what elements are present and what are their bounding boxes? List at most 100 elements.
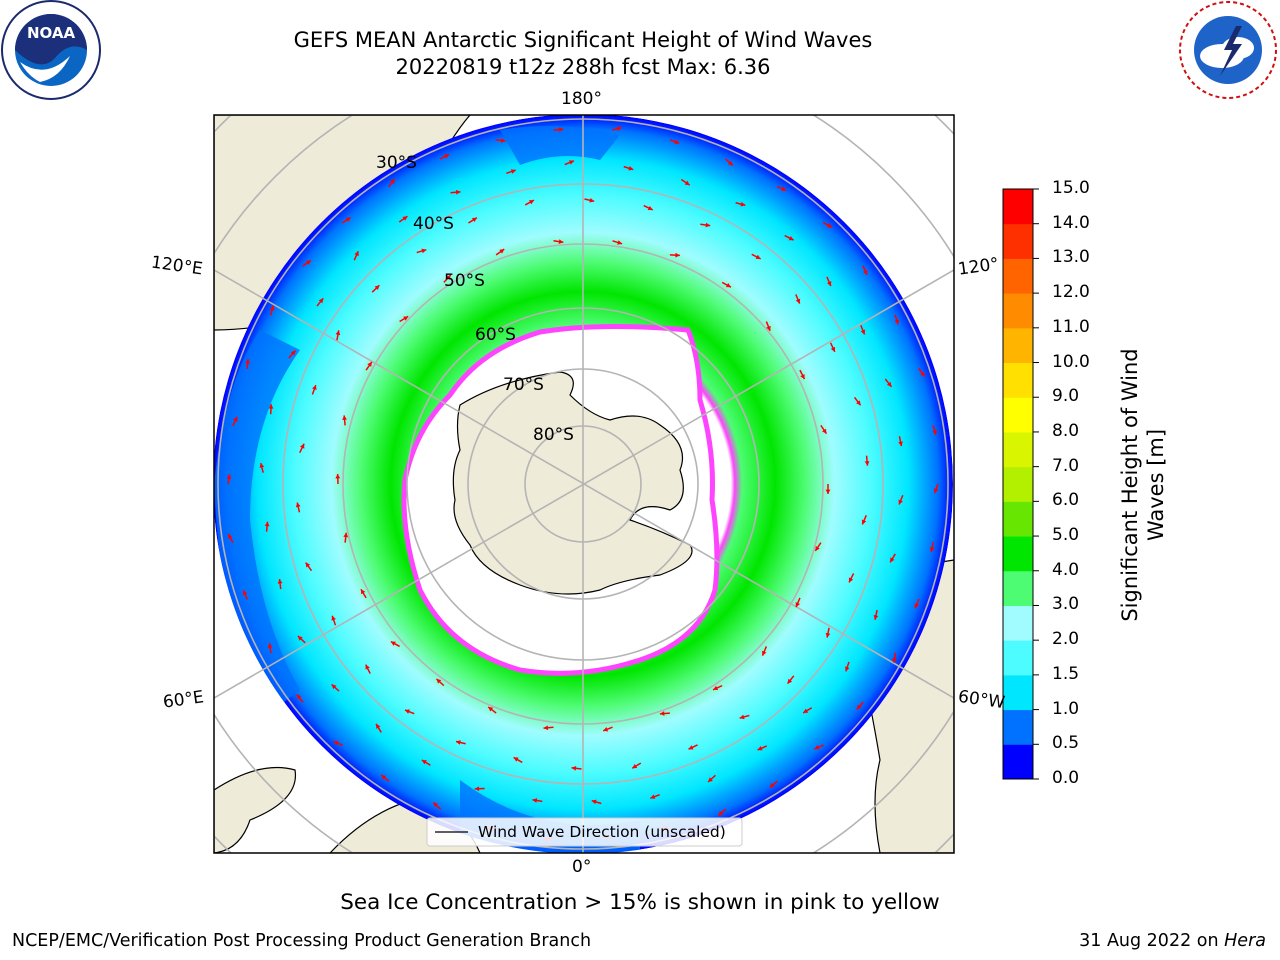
wave-arrow-head — [861, 519, 867, 525]
wave-arrow-head — [920, 371, 925, 377]
wave-arrow-head — [787, 678, 793, 684]
wave-arrow-head — [268, 404, 274, 409]
colorbar-segment — [1003, 189, 1033, 225]
wave-arrow-head — [708, 777, 713, 782]
colorbar-tick-label: 14.0 — [1052, 212, 1090, 233]
colorbar-segment — [1003, 570, 1033, 606]
wave-arrow-head — [365, 664, 370, 670]
graticule — [214, 115, 954, 853]
colorbar-segment — [1003, 536, 1033, 572]
colorbar-segment — [1003, 466, 1033, 502]
wave-arrow-head — [705, 222, 711, 228]
wave-arrow-head — [305, 260, 311, 265]
wave-arrow-head — [488, 706, 494, 712]
colorbar-title: Significant Height of Wind Waves [m] — [1118, 348, 1168, 622]
wave-arrow-head — [647, 205, 653, 211]
colorbar-tick-label: 1.5 — [1052, 663, 1080, 684]
wave-arrow-head — [354, 251, 359, 257]
wave-arrow-head — [421, 760, 427, 765]
wave-arrow-head — [844, 666, 850, 672]
wave-arrow-head — [290, 350, 296, 356]
wave-arrow-head — [628, 165, 634, 171]
wave-arrow-head — [914, 603, 919, 609]
lon-label-bottom: 0° — [572, 857, 592, 877]
nws-logo — [1179, 1, 1277, 99]
wave-arrow-head — [404, 709, 410, 714]
wave-arrow-head — [444, 154, 450, 159]
wave-arrow-head — [757, 746, 763, 751]
colorbar-tick-label: 6.0 — [1052, 490, 1080, 511]
wave-arrow-head — [856, 400, 861, 406]
wave-arrow-head — [499, 249, 505, 254]
wave-arrow-head — [894, 319, 900, 325]
wave-arrow-head — [571, 765, 577, 771]
wave-arrow-head — [740, 201, 746, 207]
colorbar-segment — [1003, 223, 1033, 259]
wave-arrow-head — [826, 281, 832, 287]
wave-arrow-head — [727, 160, 733, 166]
wave-arrow-head — [242, 590, 248, 596]
wave-arrow-head — [713, 685, 719, 691]
wave-arrow-head — [455, 189, 461, 195]
colorbar-segment — [1003, 605, 1033, 641]
chart-title: GEFS MEAN Antarctic Significant Height o… — [293, 28, 873, 52]
legend-label: Wind Wave Direction (unscaled) — [478, 823, 726, 841]
wave-arrow-head — [632, 763, 638, 769]
wave-arrow-head — [333, 740, 339, 746]
wave-arrow-head — [543, 725, 549, 731]
wave-arrow-head — [886, 381, 892, 387]
wave-arrow-head — [766, 325, 771, 331]
wave-arrow-head — [233, 416, 238, 422]
wave-arrow-head — [825, 632, 831, 638]
colorbar-segment — [1003, 674, 1033, 711]
noaa-logo: NOAA — [1, 0, 101, 100]
wave-arrow-head — [800, 374, 805, 380]
wave-arrow-head — [381, 775, 387, 780]
wave-arrow-head — [402, 216, 408, 221]
wave-arrow-head — [421, 248, 427, 254]
wave-arrow-head — [718, 810, 724, 816]
wave-arrow-head — [929, 547, 935, 553]
wave-arrow-head — [898, 499, 903, 505]
map-legend: Wind Wave Direction (unscaled) — [426, 817, 743, 847]
wave-arrow-head — [228, 533, 233, 539]
lat-label-40s: 40°S — [413, 214, 454, 234]
lat-label-30s: 30°S — [376, 153, 417, 173]
wave-arrow-head — [659, 711, 665, 716]
wave-arrow-head — [445, 275, 451, 280]
wave-arrow-head — [803, 708, 809, 713]
colorbar-tick-label: 12.0 — [1052, 282, 1090, 303]
wave-arrow-head — [376, 723, 381, 729]
wave-arrow-head — [558, 239, 564, 244]
wave-arrow-head — [755, 254, 761, 260]
wave-arrow-head — [264, 521, 270, 527]
wave-arrow-head — [513, 757, 519, 762]
wave-arrow-head — [569, 160, 574, 165]
lat-label-50s: 50°S — [444, 271, 485, 291]
map-frame — [213, 114, 955, 854]
colorbar-segment — [1003, 397, 1033, 433]
colorbar-tick-label: 5.0 — [1052, 525, 1080, 546]
colorbar-tick-label: 2.0 — [1052, 629, 1080, 650]
wave-arrow-head — [510, 169, 516, 174]
wave-arrow-head — [367, 361, 372, 367]
wave-arrow-head — [390, 179, 395, 184]
wave-arrow-head — [769, 782, 775, 788]
colorbar-segment — [1003, 258, 1033, 294]
colorbar-tick-label: 4.0 — [1052, 559, 1080, 580]
wave-arrow-head — [864, 461, 870, 466]
wave-arrow-head — [688, 745, 694, 750]
colorbar-tick-label: 8.0 — [1052, 420, 1080, 441]
colorbar-segment — [1003, 709, 1033, 745]
wave-arrow-head — [591, 799, 597, 805]
colorbar-tick-label: 0.5 — [1052, 733, 1080, 754]
colorbar-tick-label: 7.0 — [1052, 455, 1080, 476]
noaa-logo-text: NOAA — [27, 24, 76, 42]
wave-arrow-head — [761, 650, 767, 656]
wave-arrow-head — [331, 684, 337, 690]
colorbar-frame — [1002, 188, 1034, 780]
wave-arrow-head — [297, 635, 303, 641]
wave-arrow-head — [898, 441, 903, 447]
wave-arrow-head — [374, 285, 380, 291]
